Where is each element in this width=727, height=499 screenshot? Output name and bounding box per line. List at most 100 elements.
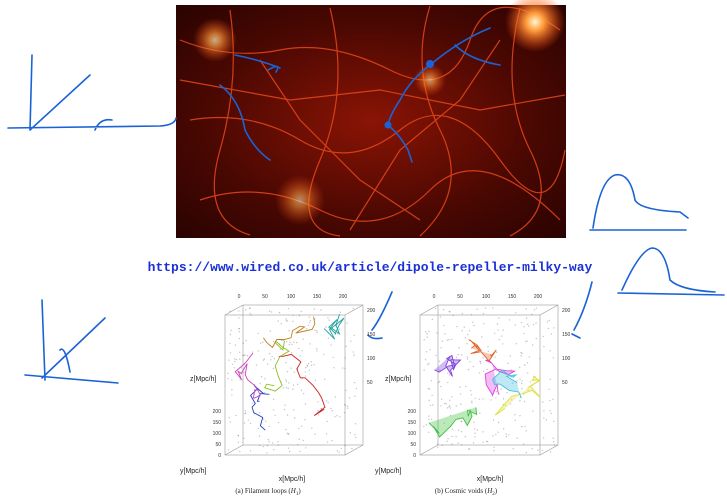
figure-caption: (b) Cosmic voids (H2) (435, 487, 498, 497)
cloud-point (546, 419, 547, 420)
cloud-point (305, 367, 306, 368)
cloud-point (317, 401, 318, 402)
cloud-point (474, 432, 475, 433)
y-axis-label: y[Mpc/h] (180, 468, 207, 475)
cloud-point (294, 417, 295, 418)
cloud-point (244, 354, 245, 355)
cloud-point (303, 393, 304, 394)
cloud-point (549, 410, 550, 411)
cloud-point (299, 451, 300, 452)
cloud-point (548, 389, 549, 390)
cloud-point (426, 351, 427, 352)
structure-loop (493, 370, 522, 398)
cloud-point (519, 400, 520, 401)
cloud-point (285, 379, 286, 380)
cloud-point (291, 352, 292, 353)
top-tick-label: 50 (262, 294, 268, 300)
cloud-point (273, 341, 274, 342)
cloud-point (527, 324, 528, 325)
y-tick-label: 50 (215, 442, 221, 448)
cloud-point (549, 400, 550, 401)
cloud-point (267, 445, 268, 446)
cloud-point (428, 419, 429, 420)
cloud-point (438, 382, 439, 383)
cloud-point (495, 434, 496, 435)
cloud-point (447, 382, 448, 383)
cloud-point (232, 364, 233, 365)
cloud-point (228, 449, 229, 450)
cloud-point (351, 448, 352, 449)
cloud-point (542, 401, 543, 402)
cloud-point (440, 347, 441, 348)
cloud-point (496, 391, 497, 392)
cloud-point (269, 353, 270, 354)
cloud-point (247, 355, 248, 356)
cloud-point (309, 343, 310, 344)
cloud-point (480, 363, 481, 364)
cloud-point (286, 381, 287, 382)
cloud-point (506, 433, 507, 434)
cloud-point (250, 313, 251, 314)
cloud-point (554, 444, 555, 445)
cloud-point (523, 443, 524, 444)
structure-loop (324, 314, 344, 339)
cloud-point (493, 450, 494, 451)
cloud-point (448, 311, 449, 312)
cloud-point (515, 420, 516, 421)
cloud-point (439, 381, 440, 382)
cloud-point (493, 447, 494, 448)
cloud-point (519, 415, 520, 416)
cloud-point (461, 431, 462, 432)
cloud-point (311, 428, 312, 429)
cloud-point (543, 346, 544, 347)
cloud-point (469, 361, 470, 362)
cloud-point (299, 315, 300, 316)
cloud-point (471, 402, 472, 403)
cloud-point (335, 396, 336, 397)
caption-text: ) (495, 487, 498, 495)
cloud-point (326, 433, 327, 434)
cloud-point (305, 447, 306, 448)
cloud-point (503, 398, 504, 399)
link-url[interactable]: https://www.wired.co.uk/article/dipole-r… (148, 260, 593, 275)
cloud-point (483, 313, 484, 314)
figure-caption: (a) Filament loops (H1) (235, 487, 301, 497)
plot-box-edge (225, 445, 243, 455)
cloud-point (553, 327, 554, 328)
cloud-point (227, 373, 228, 374)
cloud-point (259, 383, 260, 384)
cloud-point (248, 419, 249, 420)
cloud-point (526, 340, 527, 341)
cloud-point (449, 374, 450, 375)
cloud-point (492, 435, 493, 436)
cloud-point (448, 406, 449, 407)
cloud-point (330, 344, 331, 345)
cloud-point (258, 350, 259, 351)
cloud-point (524, 364, 525, 365)
cloud-point (309, 316, 310, 317)
cloud-point (287, 414, 288, 415)
cloud-point (292, 389, 293, 390)
y-tick-label: 50 (410, 442, 416, 448)
cloud-point (487, 346, 488, 347)
cloud-point (286, 341, 287, 342)
cloud-point (524, 426, 525, 427)
cloud-point (448, 339, 449, 340)
cloud-point (440, 386, 441, 387)
cloud-point (344, 404, 345, 405)
cloud-point (495, 397, 496, 398)
cloud-point (273, 399, 274, 400)
cloud-point (437, 447, 438, 448)
cloud-point (550, 350, 551, 351)
cloud-point (490, 399, 491, 400)
cloud-point (239, 358, 240, 359)
cloud-point (287, 371, 288, 372)
cloud-point (514, 414, 515, 415)
cloud-point (297, 384, 298, 385)
cloud-point (229, 343, 230, 344)
cloud-point (344, 445, 345, 446)
cloud-point (451, 339, 452, 340)
plot-box-edge (225, 305, 243, 315)
cloud-point (288, 388, 289, 389)
cloud-point (353, 351, 354, 352)
